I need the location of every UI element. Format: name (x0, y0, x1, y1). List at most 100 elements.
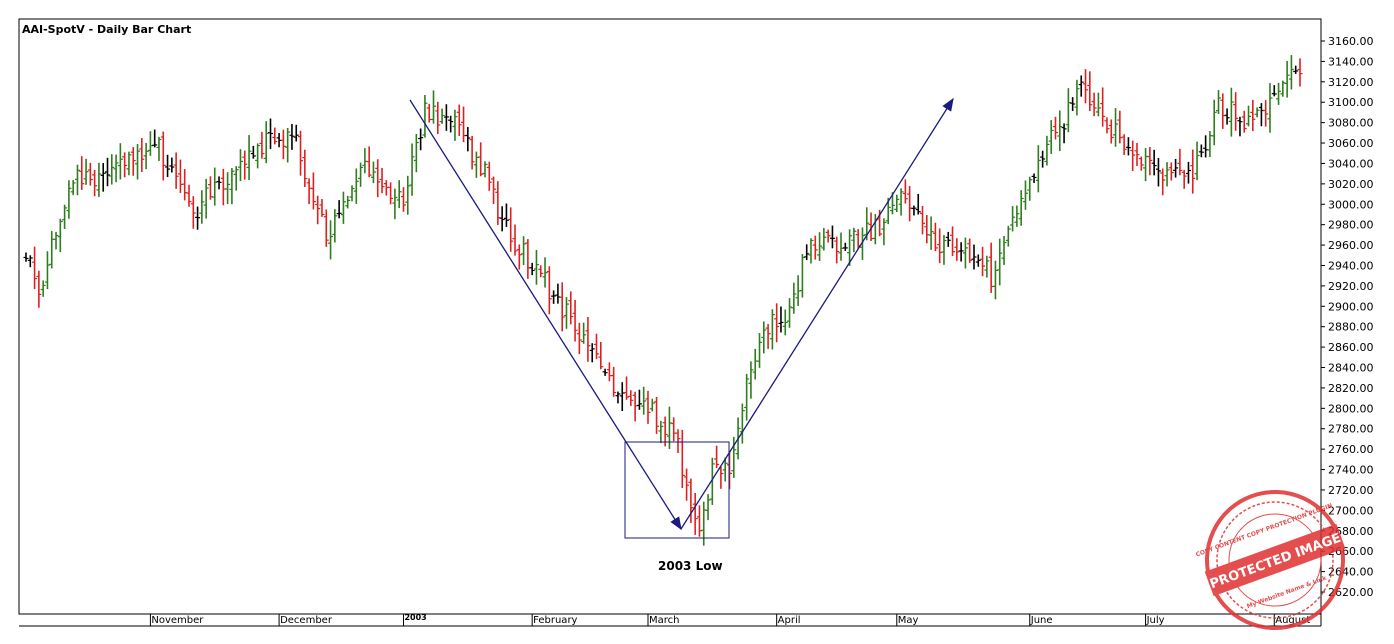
price-bar (791, 282, 797, 314)
price-bar (1297, 58, 1303, 87)
price-bar (353, 168, 359, 204)
price-bar (859, 227, 865, 260)
price-bar (126, 151, 132, 176)
price-bar (74, 164, 80, 196)
y-tick-label: 2760.00 (1328, 443, 1374, 456)
y-tick-label: 2980.00 (1328, 219, 1374, 232)
price-bar (1198, 144, 1204, 158)
price-bar (568, 291, 574, 325)
price-bar (1228, 87, 1234, 137)
y-tick-label: 3100.00 (1328, 96, 1374, 109)
price-bar (769, 309, 775, 350)
price-bar (229, 167, 235, 205)
price-bar (23, 252, 29, 262)
price-bar (1035, 145, 1041, 193)
price-bar (1263, 100, 1269, 127)
price-bar (143, 142, 149, 170)
price-bar (27, 255, 33, 268)
price-bar (1271, 85, 1277, 97)
low-highlight-box (624, 441, 730, 539)
price-bar (388, 182, 394, 205)
price-bar (1113, 108, 1119, 147)
price-bar (615, 391, 621, 404)
chart-title: AAI-SpotV - Daily Bar Chart (22, 23, 191, 36)
y-tick-label: 2720.00 (1328, 484, 1374, 497)
price-bar (1237, 116, 1243, 137)
price-bar (1151, 149, 1157, 176)
y-tick-label: 3060.00 (1328, 137, 1374, 150)
price-bar (967, 238, 973, 263)
price-bar (203, 178, 209, 219)
price-bar (435, 101, 441, 135)
price-bar (636, 389, 642, 410)
price-bar (190, 196, 196, 229)
price-bar (1083, 69, 1089, 104)
price-bar (57, 218, 63, 253)
price-bar (1010, 206, 1016, 232)
price-bar (881, 218, 887, 246)
price-bar (469, 135, 475, 170)
price-bar (422, 94, 428, 138)
price-bar (765, 323, 771, 349)
price-bar (1147, 146, 1153, 176)
price-bar (418, 128, 424, 151)
price-bar (268, 118, 274, 150)
price-bar (1254, 107, 1260, 118)
price-bar (641, 386, 647, 415)
y-tick-label: 3020.00 (1328, 178, 1374, 191)
y-tick-label: 2780.00 (1328, 423, 1374, 436)
price-bar (1044, 135, 1050, 166)
y-tick-label: 3040.00 (1328, 157, 1374, 170)
price-bar (280, 129, 286, 160)
price-bar (984, 255, 990, 278)
price-bar (722, 457, 728, 482)
y-tick-label: 2960.00 (1328, 239, 1374, 252)
price-bar (379, 167, 385, 194)
price-bar (293, 124, 299, 142)
price-bar (1018, 190, 1024, 226)
price-bar (1194, 141, 1200, 181)
price-bar (585, 316, 591, 362)
price-bar (1087, 71, 1093, 111)
price-bar (135, 144, 141, 180)
price-bar (370, 161, 376, 184)
x-tick-label: December (280, 615, 333, 626)
price-bar (975, 254, 981, 267)
price-bar (757, 333, 763, 368)
price-bar (173, 152, 179, 189)
price-bar (332, 209, 338, 243)
price-bar (971, 244, 977, 270)
price-bar (1061, 123, 1067, 144)
price-bar (1027, 176, 1033, 201)
price-bar (692, 492, 698, 535)
price-bar (491, 176, 497, 205)
price-bar (774, 303, 780, 343)
price-bar (658, 420, 664, 444)
uptrend-arrow (680, 97, 954, 530)
price-bar (572, 299, 578, 342)
price-bar (1233, 92, 1239, 131)
y-tick-label: 2700.00 (1328, 504, 1374, 517)
price-bar (349, 185, 355, 202)
price-bar (336, 200, 342, 219)
x-axis-ticks: November December 2003 February March April Ma… (149, 613, 1310, 626)
price-bar (911, 205, 917, 216)
price-bar (400, 187, 406, 212)
price-bar (508, 207, 514, 252)
price-bar (1070, 97, 1076, 112)
price-bar (285, 127, 291, 163)
price-bar (431, 90, 437, 124)
price-bar (255, 143, 261, 169)
price-bar (448, 115, 454, 133)
price-bar (250, 145, 256, 159)
price-bar (96, 162, 102, 197)
low-annotation-label: 2003 Low (658, 559, 723, 573)
price-bar (1014, 205, 1020, 227)
price-bar (165, 154, 171, 178)
price-bar (825, 229, 831, 243)
price-bar (962, 237, 968, 269)
price-bar (602, 368, 608, 376)
y-tick-label: 3140.00 (1328, 55, 1374, 68)
price-bar (1095, 92, 1101, 117)
price-bar (1293, 65, 1299, 74)
